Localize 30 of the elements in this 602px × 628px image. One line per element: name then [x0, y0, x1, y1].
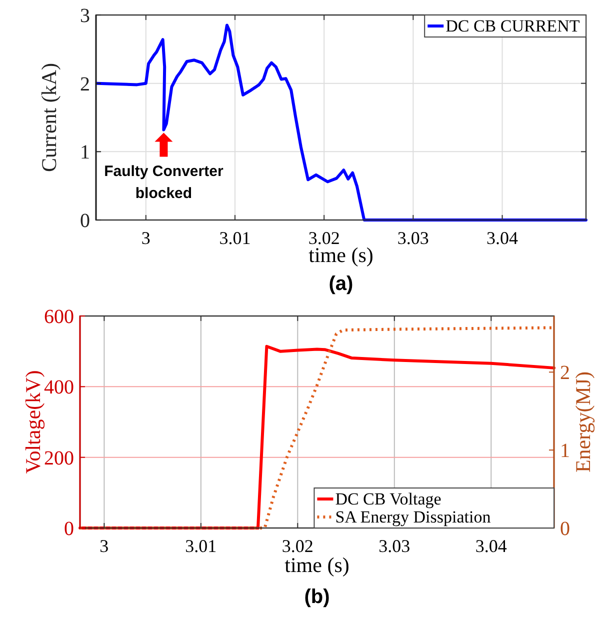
y-tick-label: 600: [44, 306, 74, 328]
y2-tick-label: 0: [560, 518, 570, 540]
x-axis-title: time (s): [284, 553, 350, 577]
x-tick-label: 3: [100, 536, 109, 556]
x-tick-label: 3: [141, 228, 150, 248]
y-tick-label: 0: [80, 210, 90, 232]
x-tick-label: 3.03: [378, 536, 410, 556]
x-tick-label: 3.01: [185, 536, 217, 556]
x-tick-label: 3.01: [219, 228, 251, 248]
legend-label: DC CB Voltage: [335, 490, 442, 508]
legend-label: DC CB CURRENT: [446, 16, 580, 36]
y2-tick-label: 1: [560, 440, 570, 462]
text: (a): [328, 273, 354, 295]
y2-axis-title: Energy(MJ): [571, 371, 595, 473]
annotation: Faulty Converter blocked: [104, 162, 224, 202]
x-tick-label: 3.03: [397, 228, 429, 248]
y-tick-label: 1: [80, 142, 90, 164]
y-tick-label: 400: [44, 376, 74, 399]
y-tick-label: 3: [80, 5, 90, 27]
y-tick-label: 2: [80, 73, 90, 96]
x-tick-label: 3.04: [486, 228, 518, 248]
y-axis-title: Current (kA): [37, 62, 61, 172]
y-tick-label: 0: [64, 518, 74, 540]
x-tick-label: 3.04: [475, 536, 507, 556]
legend-label: SA Energy Disspiation: [335, 508, 492, 526]
y-axis-title: Voltage(kV): [21, 370, 45, 474]
y-tick-label: 200: [44, 447, 74, 470]
y2-tick-label: 2: [560, 362, 570, 384]
text: (b): [304, 586, 330, 608]
x-tick-label: 3.02: [282, 536, 314, 556]
